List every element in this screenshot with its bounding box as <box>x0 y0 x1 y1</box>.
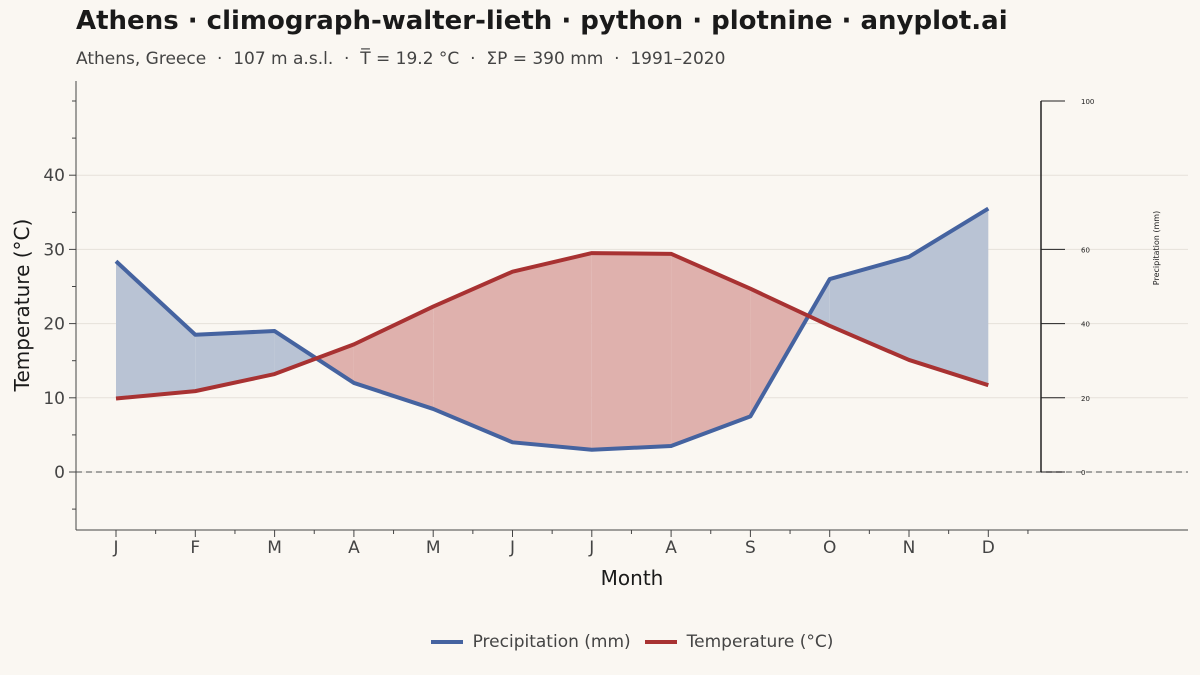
precipitation-line <box>114 206 990 452</box>
precipitation-tick-label: 100 <box>1081 98 1094 106</box>
precipitation-tick-label: 0 <box>1081 469 1085 477</box>
humid-period-fill <box>195 331 275 392</box>
arid-period-fill <box>433 271 513 443</box>
x-tick-label: N <box>903 538 916 558</box>
x-tick-label: J <box>509 538 515 558</box>
x-tick-label: J <box>112 538 118 558</box>
x-tick-label: A <box>348 538 360 558</box>
chart-title: Athens · climograph-walter-lieth · pytho… <box>76 6 1008 36</box>
x-tick-label: M <box>267 538 282 558</box>
x-tick-label: S <box>745 538 756 558</box>
humid-period-fill <box>274 331 317 375</box>
legend-swatch-temperature <box>644 640 677 644</box>
precipitation-tick-label: 60 <box>1081 246 1090 254</box>
series-lines <box>114 206 990 452</box>
legend-item-temperature: Temperature (°C) <box>644 632 834 652</box>
precipitation-tick-label: 20 <box>1081 395 1090 403</box>
arid-period-fill <box>750 288 809 417</box>
precipitation-tick-label: 40 <box>1081 321 1090 329</box>
y-tick-label: 40 <box>43 166 65 186</box>
y-tick-label: 10 <box>43 389 65 409</box>
arid-period-fill <box>671 253 751 447</box>
y-axis-label: Temperature (°C) <box>10 219 34 393</box>
arid-period-fill <box>353 306 434 409</box>
temperature-line <box>115 251 989 401</box>
arid-period-fill <box>316 344 354 383</box>
legend-item-precipitation: Precipitation (mm) <box>430 632 631 652</box>
legend-label-temperature: Temperature (°C) <box>686 632 834 652</box>
arid-period-fill <box>512 253 592 450</box>
x-tick-label: A <box>665 538 677 558</box>
arid-period-fill <box>591 253 672 450</box>
legend-label-precipitation: Precipitation (mm) <box>472 632 631 652</box>
fill-areas <box>116 208 989 450</box>
y-tick-label: 30 <box>43 240 65 260</box>
y-tick-label: 20 <box>43 315 65 335</box>
x-tick-label: D <box>982 538 995 558</box>
y-tick-label: 0 <box>54 463 65 483</box>
axes: 0 10 20 30 40 J F M A M J J A S O N D <box>43 81 1188 558</box>
legend-swatch-precipitation <box>430 640 463 644</box>
chart-legend: Precipitation (mm) Temperature (°C) <box>0 632 1200 652</box>
x-tick-label: M <box>426 538 441 558</box>
x-tick-label: F <box>190 538 200 558</box>
x-tick-label: O <box>823 538 836 558</box>
x-axis-label: Month <box>601 566 664 590</box>
x-tick-label: J <box>588 538 594 558</box>
humid-period-fill <box>909 208 989 386</box>
precipitation-axis: 0 20 40 60 100 <box>1040 98 1094 477</box>
precipitation-axis-label: Precipitation (mm) <box>1152 211 1161 285</box>
humid-period-fill <box>116 261 196 399</box>
chart-subtitle: Athens, Greece · 107 m a.s.l. · T̅ = 19.… <box>76 49 726 69</box>
